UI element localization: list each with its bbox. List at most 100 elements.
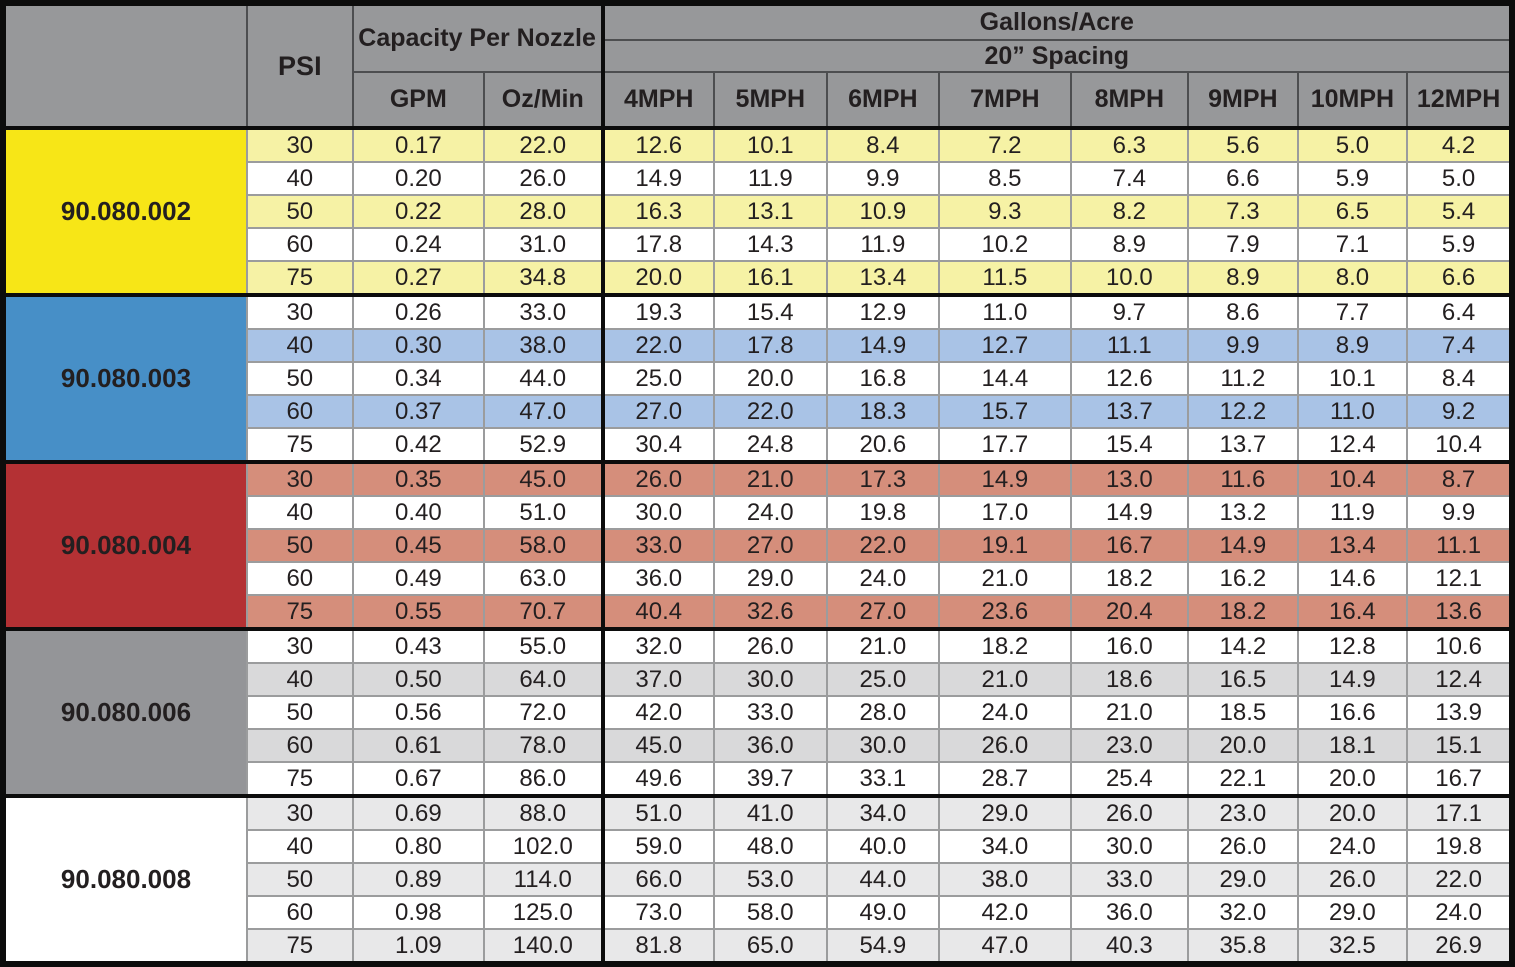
gal-cell: 20.0 (1187, 728, 1299, 763)
gal-cell: 19.3 (600, 293, 715, 330)
gpm-cell: 0.55 (351, 594, 486, 630)
gal-cell: 30.0 (600, 495, 715, 530)
gal-cell: 24.0 (1406, 895, 1513, 930)
gal-cell: 6.3 (1069, 126, 1190, 163)
gal-cell: 11.6 (1187, 460, 1299, 497)
gpm-cell: 0.30 (351, 328, 486, 363)
gal-cell: 26.0 (1187, 829, 1299, 864)
gal-cell: 8.9 (1069, 227, 1190, 262)
gal-cell: 6.6 (1187, 161, 1299, 196)
psi-cell: 30 (246, 293, 354, 330)
gal-cell: 22.0 (825, 528, 941, 563)
gpm-column-header: GPM (351, 71, 486, 129)
psi-cell: 60 (246, 728, 354, 763)
gal-cell: 8.2 (1069, 194, 1190, 229)
gal-cell: 4.2 (1406, 126, 1513, 163)
gal-cell: 11.5 (938, 260, 1072, 296)
gal-cell: 29.0 (1187, 862, 1299, 897)
gal-cell: 17.3 (825, 460, 941, 497)
gal-cell: 44.0 (825, 862, 941, 897)
gal-cell: 29.0 (713, 561, 828, 596)
gal-cell: 28.7 (938, 761, 1072, 797)
nozzle-code-cell: 90.080.008 (2, 794, 248, 965)
gal-cell: 32.5 (1296, 928, 1409, 965)
psi-column-header: PSI (246, 2, 354, 129)
gal-cell: 26.0 (938, 728, 1072, 763)
gal-cell: 5.9 (1296, 161, 1409, 196)
gal-cell: 12.6 (600, 126, 715, 163)
capacity-per-nozzle-header: Capacity Per Nozzle (351, 2, 604, 73)
speed-column-header-4mph: 4MPH (600, 71, 715, 129)
gal-cell: 27.0 (825, 594, 941, 630)
gal-cell: 9.7 (1069, 293, 1190, 330)
speed-column-header-12mph: 12MPH (1406, 71, 1513, 129)
gal-cell: 11.1 (1069, 328, 1190, 363)
nozzle-code-cell: 90.080.002 (2, 126, 248, 296)
gal-cell: 15.1 (1406, 728, 1513, 763)
gal-cell: 26.0 (713, 627, 828, 664)
gal-cell: 18.2 (1187, 594, 1299, 630)
ozmin-cell: 125.0 (483, 895, 604, 930)
gal-cell: 16.1 (713, 260, 828, 296)
gal-cell: 38.0 (938, 862, 1072, 897)
gal-cell: 24.0 (825, 561, 941, 596)
gal-cell: 10.4 (1296, 460, 1409, 497)
gal-cell: 32.6 (713, 594, 828, 630)
gal-cell: 40.4 (600, 594, 715, 630)
spacing-header: 20” Spacing (600, 39, 1513, 73)
ozmin-cell: 51.0 (483, 495, 604, 530)
gal-cell: 14.6 (1296, 561, 1409, 596)
gal-cell: 21.0 (1069, 695, 1190, 730)
gal-cell: 7.7 (1296, 293, 1409, 330)
gal-cell: 8.7 (1406, 460, 1513, 497)
gal-cell: 7.4 (1406, 328, 1513, 363)
gal-cell: 12.9 (825, 293, 941, 330)
gal-cell: 14.9 (600, 161, 715, 196)
gal-cell: 18.5 (1187, 695, 1299, 730)
gal-cell: 20.0 (713, 361, 828, 396)
gal-cell: 24.0 (938, 695, 1072, 730)
psi-cell: 30 (246, 126, 354, 163)
gal-cell: 11.9 (1296, 495, 1409, 530)
gal-cell: 10.6 (1406, 627, 1513, 664)
gal-cell: 16.6 (1296, 695, 1409, 730)
gal-cell: 15.4 (713, 293, 828, 330)
corner-cell (2, 2, 248, 129)
ozmin-cell: 102.0 (483, 829, 604, 864)
gal-cell: 34.0 (938, 829, 1072, 864)
gal-cell: 59.0 (600, 829, 715, 864)
gal-cell: 21.0 (713, 460, 828, 497)
gal-cell: 21.0 (938, 662, 1072, 697)
gal-cell: 10.4 (1406, 427, 1513, 463)
table-row: 90.080.002 30 0.17 22.0 12.6 10.1 8.4 7.2 6.3 5.6… (2, 126, 1513, 296)
nozzle-code-cell: 90.080.003 (2, 293, 248, 463)
gal-cell: 54.9 (825, 928, 941, 965)
table-row: 40 0.80 102.0 59.0 48.0 40.0 34.0 30.0 26.0 24.0 1… (3, 829, 1513, 864)
gal-cell: 7.4 (1069, 161, 1190, 196)
gal-cell: 10.2 (938, 227, 1072, 262)
gal-cell: 23.6 (938, 594, 1072, 630)
gal-cell: 39.7 (713, 761, 828, 797)
gal-cell: 11.0 (1296, 394, 1409, 429)
gal-cell: 9.3 (938, 194, 1072, 229)
gal-cell: 53.0 (713, 862, 828, 897)
gal-cell: 11.1 (1406, 528, 1513, 563)
gal-cell: 13.4 (825, 260, 941, 296)
ozmin-cell: 26.0 (483, 161, 604, 196)
psi-cell: 60 (246, 895, 354, 930)
gal-cell: 40.0 (825, 829, 941, 864)
gal-cell: 10.9 (825, 194, 941, 229)
gal-cell: 11.9 (825, 227, 941, 262)
gal-cell: 13.7 (1069, 394, 1190, 429)
gal-cell: 7.1 (1296, 227, 1409, 262)
gpm-cell: 0.40 (351, 495, 486, 530)
gpm-cell: 1.09 (351, 928, 486, 965)
gal-cell: 73.0 (600, 895, 715, 930)
gal-cell: 24.0 (713, 495, 828, 530)
gpm-cell: 0.27 (351, 260, 486, 296)
psi-cell: 60 (246, 394, 354, 429)
gal-cell: 23.0 (1069, 728, 1190, 763)
gal-cell: 33.0 (713, 695, 828, 730)
gal-cell: 25.4 (1069, 761, 1190, 797)
